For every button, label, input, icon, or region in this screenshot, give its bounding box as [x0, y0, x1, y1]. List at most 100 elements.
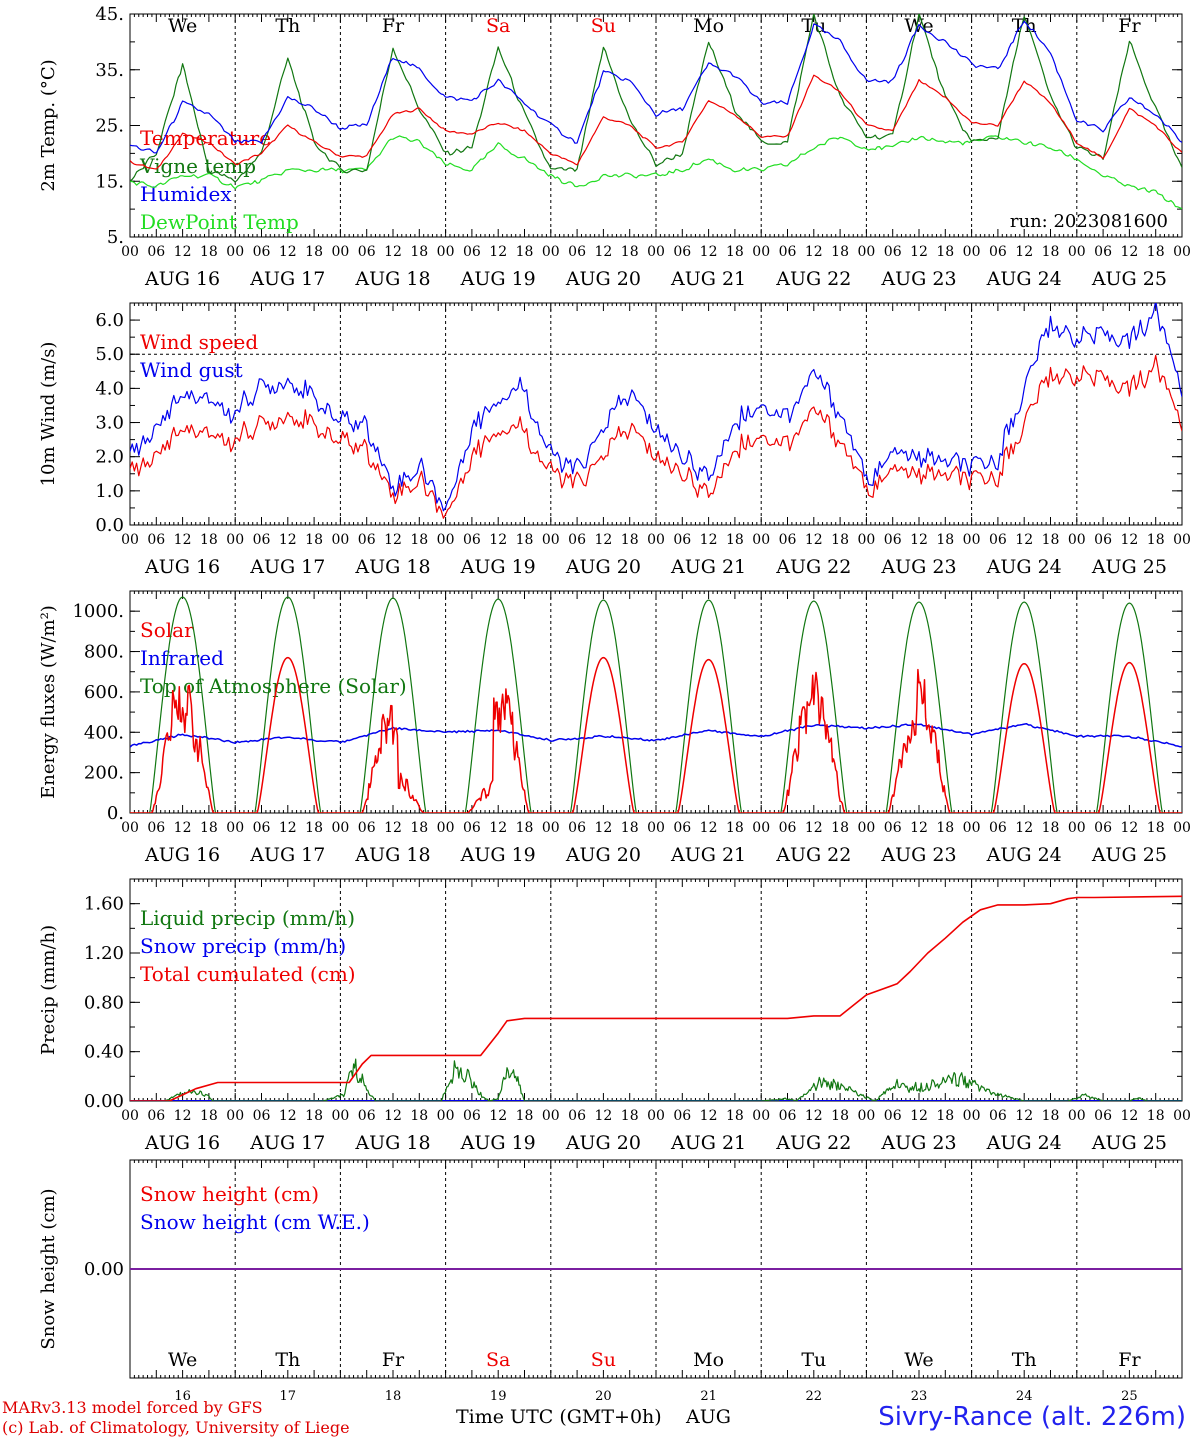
hour-tick-label: 18 [516, 532, 534, 548]
hour-tick-label: 12 [805, 532, 823, 548]
date-label: AUG 25 [1091, 268, 1167, 290]
hour-tick-label: 18 [410, 244, 428, 260]
date-label: AUG 18 [354, 1132, 430, 1154]
hour-tick-label: 12 [805, 244, 823, 260]
weekday-label: We [904, 1349, 933, 1371]
date-label: AUG 16 [144, 268, 220, 290]
hour-tick-label: 00 [331, 532, 349, 548]
hour-tick-label: 00 [437, 532, 455, 548]
hour-tick-label: 00 [647, 244, 665, 260]
date-label: AUG 18 [354, 844, 430, 866]
date-label: AUG 20 [565, 1132, 641, 1154]
panel-temperature: 5. 15. 25. 35. 45. 2m Temp. (°C) 00 06 12 18 AUG 1… [38, 4, 1191, 290]
series-group [130, 303, 1182, 519]
hour-tick-label: 06 [358, 1108, 376, 1124]
weekday-label: We [168, 15, 197, 37]
hour-tick-label: 00 [963, 820, 981, 836]
hour-tick-label: 06 [1094, 1108, 1112, 1124]
hour-tick-label: 18 [200, 1108, 218, 1124]
date-label: AUG 21 [670, 1132, 746, 1154]
hour-tick-label: 12 [594, 532, 612, 548]
hour-tick-label: 00 [121, 244, 139, 260]
hour-tick-label: 18 [1042, 1108, 1060, 1124]
hour-tick-label: 18 [516, 1108, 534, 1124]
hour-tick-label: 06 [568, 820, 586, 836]
hour-tick-label: 18 [621, 1108, 639, 1124]
date-label: AUG 21 [670, 268, 746, 290]
series-vigne-temp [130, 14, 1182, 183]
hour-tick-label: 00 [226, 244, 244, 260]
hour-tick-label: 06 [463, 820, 481, 836]
hour-tick-label: 06 [358, 532, 376, 548]
hour-tick-label: 18 [200, 820, 218, 836]
date-label: AUG 25 [1091, 844, 1167, 866]
hour-tick-label: 12 [910, 1108, 928, 1124]
hour-tick-label: 12 [279, 532, 297, 548]
weekday-label: Su [591, 15, 616, 37]
hour-tick-label: 06 [989, 244, 1007, 260]
date-label: AUG 20 [565, 844, 641, 866]
hour-tick-label: 06 [147, 532, 165, 548]
hour-tick-label: 06 [884, 820, 902, 836]
date-label: AUG 24 [986, 268, 1062, 290]
date-label: AUG 19 [460, 556, 536, 578]
y-tick-label: 25. [95, 116, 124, 137]
hour-tick-label: 06 [253, 1108, 271, 1124]
hour-tick-label: 12 [1120, 820, 1138, 836]
hour-tick-label: 00 [963, 1108, 981, 1124]
hour-tick-label: 00 [1068, 820, 1086, 836]
hour-tick-label: 12 [384, 820, 402, 836]
series-solar [130, 656, 1182, 813]
y-tick-label: 45. [95, 4, 124, 25]
y-tick-label: 6.0 [95, 310, 124, 331]
date-label: AUG 16 [144, 556, 220, 578]
legend-solar: Solar [140, 618, 194, 642]
hour-tick-label: 06 [884, 1108, 902, 1124]
date-label: AUG 23 [880, 268, 956, 290]
y-tick-label: 4.0 [95, 378, 124, 399]
date-label: AUG 18 [354, 556, 430, 578]
hour-tick-label: 18 [410, 532, 428, 548]
hour-tick-label: 18 [726, 244, 744, 260]
date-label: AUG 22 [775, 1132, 851, 1154]
date-label: AUG 22 [775, 844, 851, 866]
day-number-label: 17 [280, 1389, 297, 1404]
y-tick-label: 3.0 [95, 413, 124, 434]
time-axis-label: Time UTC (GMT+0h) [456, 1406, 662, 1428]
date-label: AUG 23 [880, 844, 956, 866]
hour-tick-label: 18 [831, 820, 849, 836]
hour-tick-label: 18 [936, 244, 954, 260]
hour-tick-label: 06 [253, 820, 271, 836]
hour-tick-label: 00 [963, 244, 981, 260]
hour-tick-label: 12 [1015, 532, 1033, 548]
hour-tick-label: 06 [779, 1108, 797, 1124]
hour-tick-label: 00 [752, 244, 770, 260]
hour-tick-label: 12 [384, 532, 402, 548]
legend-temperature: Temperature [140, 126, 271, 150]
y-tick-label: 15. [95, 171, 124, 192]
hour-tick-label: 18 [1042, 532, 1060, 548]
hour-tick-label: 06 [147, 1108, 165, 1124]
day-number-label: 19 [490, 1389, 507, 1404]
date-label: AUG 25 [1091, 1132, 1167, 1154]
hour-tick-label: 12 [1120, 532, 1138, 548]
hour-tick-label: 18 [936, 1108, 954, 1124]
y-tick-label: 200. [84, 763, 124, 784]
hour-tick-label: 06 [779, 532, 797, 548]
hour-tick-label: 06 [147, 820, 165, 836]
weekday-label: Fr [382, 1349, 405, 1371]
hour-tick-label: 06 [884, 244, 902, 260]
y-tick-label: 1.0 [95, 481, 124, 502]
y-tick-label: 0.0 [95, 515, 124, 536]
hour-tick-label: 12 [489, 820, 507, 836]
hour-tick-label: 06 [253, 532, 271, 548]
date-label: AUG 24 [986, 1132, 1062, 1154]
weekday-label: Th [275, 1349, 300, 1371]
date-label: AUG 17 [249, 268, 325, 290]
hour-tick-label: 00 [542, 244, 560, 260]
legend-snow-height-cm-w-e-: Snow height (cm W.E.) [140, 1210, 370, 1234]
date-label: AUG 19 [460, 1132, 536, 1154]
hour-tick-label: 00 [857, 1108, 875, 1124]
hour-tick-label: 18 [726, 532, 744, 548]
hour-tick-label: 06 [779, 820, 797, 836]
